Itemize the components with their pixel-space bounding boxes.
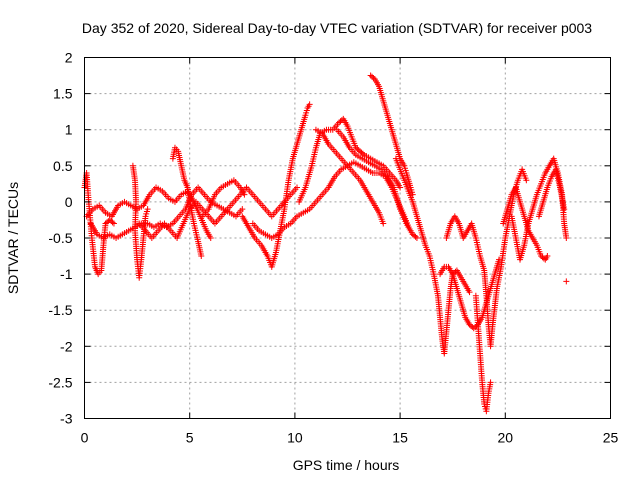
data-point — [380, 220, 387, 227]
y-tick-label: 1.5 — [53, 86, 73, 102]
y-tick-label: -3 — [60, 411, 73, 427]
data-point — [397, 184, 404, 191]
y-tick-label: 1 — [65, 122, 73, 138]
data-point — [144, 206, 151, 213]
y-tick-label: 0 — [65, 194, 73, 210]
y-tick-label: 0.5 — [53, 158, 73, 174]
data-point — [487, 379, 494, 386]
data-point — [207, 235, 214, 241]
tick-labels: 0 5 10 15 20 25 -3 -2.5 -2 -1.5 -1 -0.5 0 0.5 1 1.5 2 — [48, 50, 618, 446]
y-tick-label: -1 — [60, 266, 73, 282]
data-point — [523, 177, 530, 184]
chart-title: Day 352 of 2020, Sidereal Day-to-day VTE… — [82, 20, 592, 36]
y-tick-label: -1.5 — [48, 302, 72, 318]
data-point — [241, 191, 248, 198]
y-tick-label: -2.5 — [48, 374, 72, 390]
y-tick-label: -2 — [60, 338, 73, 354]
data-points — [81, 72, 570, 415]
x-tick-label: 5 — [186, 430, 194, 446]
data-point — [466, 289, 473, 296]
x-tick-label: 25 — [603, 430, 619, 446]
data-point — [294, 184, 301, 191]
data-point — [110, 220, 117, 227]
x-tick-label: 20 — [498, 430, 514, 446]
x-tick-label: 15 — [392, 430, 408, 446]
y-axis-title: SDTVAR / TECUs — [5, 182, 21, 294]
data-point — [109, 219, 116, 226]
data-point — [495, 256, 502, 263]
data-point — [370, 74, 377, 81]
data-point — [239, 206, 246, 213]
x-tick-label: 10 — [287, 430, 303, 446]
x-axis-title: GPS time / hours — [293, 457, 400, 473]
data-point — [563, 278, 570, 285]
y-tick-label: -0.5 — [48, 230, 72, 246]
data-point — [306, 101, 313, 108]
ticks — [84, 57, 611, 419]
data-point — [359, 150, 366, 157]
data-point — [412, 233, 419, 240]
data-point — [561, 206, 568, 213]
y-tick-label: 2 — [65, 50, 73, 66]
data-point — [563, 235, 570, 241]
x-tick-label: 0 — [81, 430, 89, 446]
data-point — [413, 235, 420, 241]
data-point — [198, 253, 205, 260]
data-point — [544, 253, 551, 260]
